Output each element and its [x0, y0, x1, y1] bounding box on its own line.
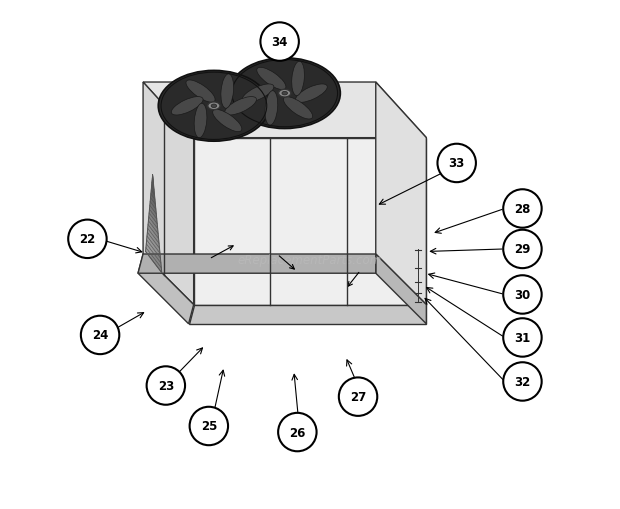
Circle shape: [339, 378, 378, 416]
Circle shape: [503, 190, 542, 228]
Polygon shape: [188, 305, 427, 324]
Ellipse shape: [224, 97, 257, 116]
Circle shape: [260, 23, 299, 62]
Text: 22: 22: [79, 233, 95, 246]
Ellipse shape: [211, 105, 216, 108]
Text: 28: 28: [514, 203, 531, 215]
Ellipse shape: [296, 85, 327, 103]
Ellipse shape: [278, 90, 291, 98]
Ellipse shape: [213, 110, 242, 132]
Text: 24: 24: [92, 329, 108, 342]
Ellipse shape: [221, 75, 234, 109]
Ellipse shape: [291, 62, 304, 96]
Ellipse shape: [229, 59, 340, 129]
Circle shape: [146, 366, 185, 405]
Text: 31: 31: [515, 331, 531, 344]
Circle shape: [68, 220, 107, 259]
Text: 33: 33: [448, 157, 465, 170]
Text: 26: 26: [289, 426, 306, 439]
Circle shape: [81, 316, 119, 354]
Text: 32: 32: [515, 375, 531, 388]
Ellipse shape: [265, 92, 278, 126]
Circle shape: [503, 230, 542, 269]
Polygon shape: [143, 83, 427, 138]
Text: eReplacementParts.com: eReplacementParts.com: [238, 253, 382, 266]
Text: 25: 25: [201, 419, 217, 433]
Text: 34: 34: [272, 36, 288, 49]
Circle shape: [503, 276, 542, 314]
Polygon shape: [143, 83, 193, 305]
Polygon shape: [376, 83, 427, 305]
Text: 23: 23: [157, 379, 174, 392]
Circle shape: [503, 362, 542, 401]
Circle shape: [278, 413, 317, 451]
Polygon shape: [193, 138, 427, 305]
Polygon shape: [138, 254, 376, 274]
Text: 27: 27: [350, 390, 366, 403]
Polygon shape: [376, 254, 427, 324]
Ellipse shape: [283, 98, 312, 120]
Polygon shape: [138, 254, 193, 324]
Ellipse shape: [186, 81, 215, 103]
Ellipse shape: [257, 68, 286, 91]
Ellipse shape: [158, 71, 270, 142]
Text: 30: 30: [515, 289, 531, 301]
Circle shape: [190, 407, 228, 445]
Text: 29: 29: [514, 243, 531, 256]
Ellipse shape: [242, 85, 274, 103]
Circle shape: [438, 145, 476, 183]
Circle shape: [503, 319, 542, 357]
Ellipse shape: [208, 103, 220, 110]
Ellipse shape: [194, 104, 207, 138]
Ellipse shape: [282, 92, 288, 96]
Ellipse shape: [171, 97, 203, 116]
